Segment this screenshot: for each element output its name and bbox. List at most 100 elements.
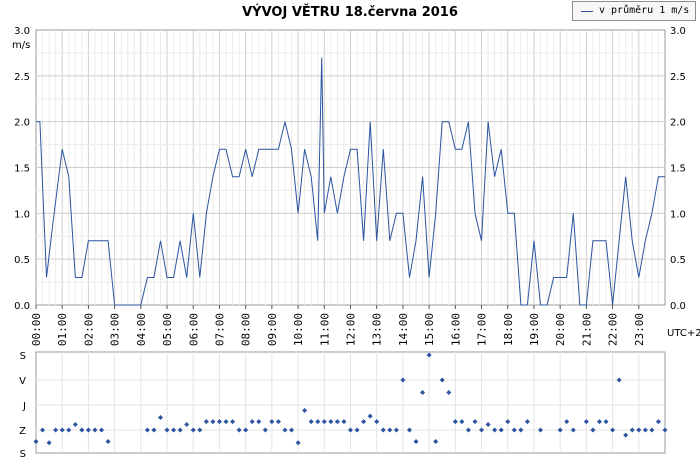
direction-point: [538, 427, 544, 433]
direction-point: [426, 352, 432, 358]
speed-y-ticks-left: 0.0 0.5 1.0 1.5 2.0 2.5 3.0: [14, 26, 30, 312]
legend-label: v průměru 1 m/s: [599, 5, 690, 16]
direction-point: [256, 419, 262, 425]
direction-point: [413, 439, 419, 444]
x-tick-label: 06:00: [187, 313, 200, 346]
direction-point: [144, 427, 150, 433]
direction-point: [99, 427, 105, 433]
direction-point: [203, 419, 209, 425]
direction-point: [387, 427, 393, 433]
direction-point: [590, 427, 596, 433]
direction-point: [610, 427, 616, 433]
direction-point: [472, 419, 478, 425]
speed-x-ticks: 00:00 01:00 02:00 03:00 04:00 05:00 06:00 07:00…: [30, 305, 646, 346]
direction-tick-label: S: [20, 351, 26, 362]
direction-point: [105, 439, 111, 444]
x-tick-label: 00:00: [30, 313, 43, 346]
direction-point: [380, 427, 386, 433]
direction-tick-label: S: [20, 449, 26, 460]
direction-point: [479, 427, 485, 433]
direction-point: [603, 419, 609, 425]
x-tick-label: 10:00: [292, 313, 305, 346]
x-tick-label: 19:00: [528, 313, 541, 346]
direction-point: [655, 419, 661, 425]
direction-point: [249, 419, 255, 425]
direction-point: [275, 419, 281, 425]
direction-point: [230, 419, 236, 425]
x-tick-label: 01:00: [56, 313, 69, 346]
speed-y-ticks-right: 0.0 0.5 1.0 1.5 2.0 2.5 3.0: [670, 26, 686, 312]
legend: v průměru 1 m/s: [572, 1, 696, 21]
y-tick-label: 2.5: [14, 72, 30, 83]
x-tick-label: 03:00: [109, 313, 122, 346]
direction-point: [623, 432, 629, 438]
direction-point: [465, 427, 471, 433]
speed-y-label: m/s: [12, 40, 30, 51]
y-tick-label: 1.5: [14, 164, 30, 175]
direction-point: [190, 427, 196, 433]
x-tick-label: 18:00: [502, 313, 515, 346]
direction-point: [583, 419, 589, 425]
direction-point: [308, 419, 314, 425]
x-tick-label: 15:00: [423, 313, 436, 346]
direction-point: [53, 427, 59, 433]
y-tick-label-right: 3.0: [670, 26, 686, 37]
y-tick-label-right: 1.5: [670, 164, 686, 175]
direction-tick-label: Z: [19, 426, 26, 437]
direction-point: [452, 419, 458, 425]
direction-point: [210, 419, 216, 425]
y-tick-label: 1.0: [14, 209, 30, 220]
x-tick-label: 12:00: [345, 313, 358, 346]
x-tick-label: 21:00: [580, 313, 593, 346]
direction-point: [334, 419, 340, 425]
direction-point: [33, 439, 39, 444]
direction-point: [642, 427, 648, 433]
direction-point: [236, 427, 242, 433]
x-tick-label: 07:00: [213, 313, 226, 346]
direction-point: [374, 419, 380, 425]
x-tick-label: 04:00: [135, 313, 148, 346]
direction-point: [341, 419, 347, 425]
y-tick-label-right: 2.0: [670, 118, 686, 129]
direction-point: [406, 427, 412, 433]
direction-point: [492, 427, 498, 433]
direction-point: [59, 427, 65, 433]
y-tick-label: 0.5: [14, 255, 30, 266]
x-tick-label: 16:00: [449, 313, 462, 346]
direction-y-ticks: S V J Z S: [19, 351, 26, 460]
direction-point: [557, 427, 563, 433]
direction-point: [92, 427, 98, 433]
y-tick-label: 0.0: [14, 301, 30, 312]
direction-point: [216, 419, 222, 425]
direction-point: [328, 419, 334, 425]
direction-point: [511, 427, 517, 433]
direction-point: [570, 427, 576, 433]
direction-point: [400, 377, 406, 383]
speed-grid: [36, 30, 665, 305]
y-tick-label-right: 0.0: [670, 301, 686, 312]
direction-point: [393, 427, 399, 433]
direction-point: [361, 419, 367, 425]
direction-point: [184, 421, 190, 427]
direction-point: [46, 440, 52, 446]
wind-speed-series-line: [36, 57, 665, 306]
direction-point: [72, 421, 78, 427]
y-tick-label: 3.0: [14, 26, 30, 37]
direction-point: [662, 427, 668, 433]
direction-point: [282, 427, 288, 433]
direction-point: [354, 427, 360, 433]
direction-point: [564, 419, 570, 425]
direction-point: [629, 427, 635, 433]
direction-tick-label: V: [19, 376, 26, 387]
x-tick-label: 05:00: [161, 313, 174, 346]
direction-point: [446, 390, 452, 395]
x-tick-label: 20:00: [554, 313, 567, 346]
direction-point: [262, 427, 268, 433]
direction-point: [348, 427, 353, 433]
direction-point: [439, 377, 445, 383]
speed-x-label: UTC+2: [667, 328, 700, 339]
direction-point: [151, 427, 157, 433]
y-tick-label-right: 0.5: [670, 255, 686, 266]
x-tick-label: 22:00: [607, 313, 620, 346]
direction-point: [616, 377, 622, 383]
